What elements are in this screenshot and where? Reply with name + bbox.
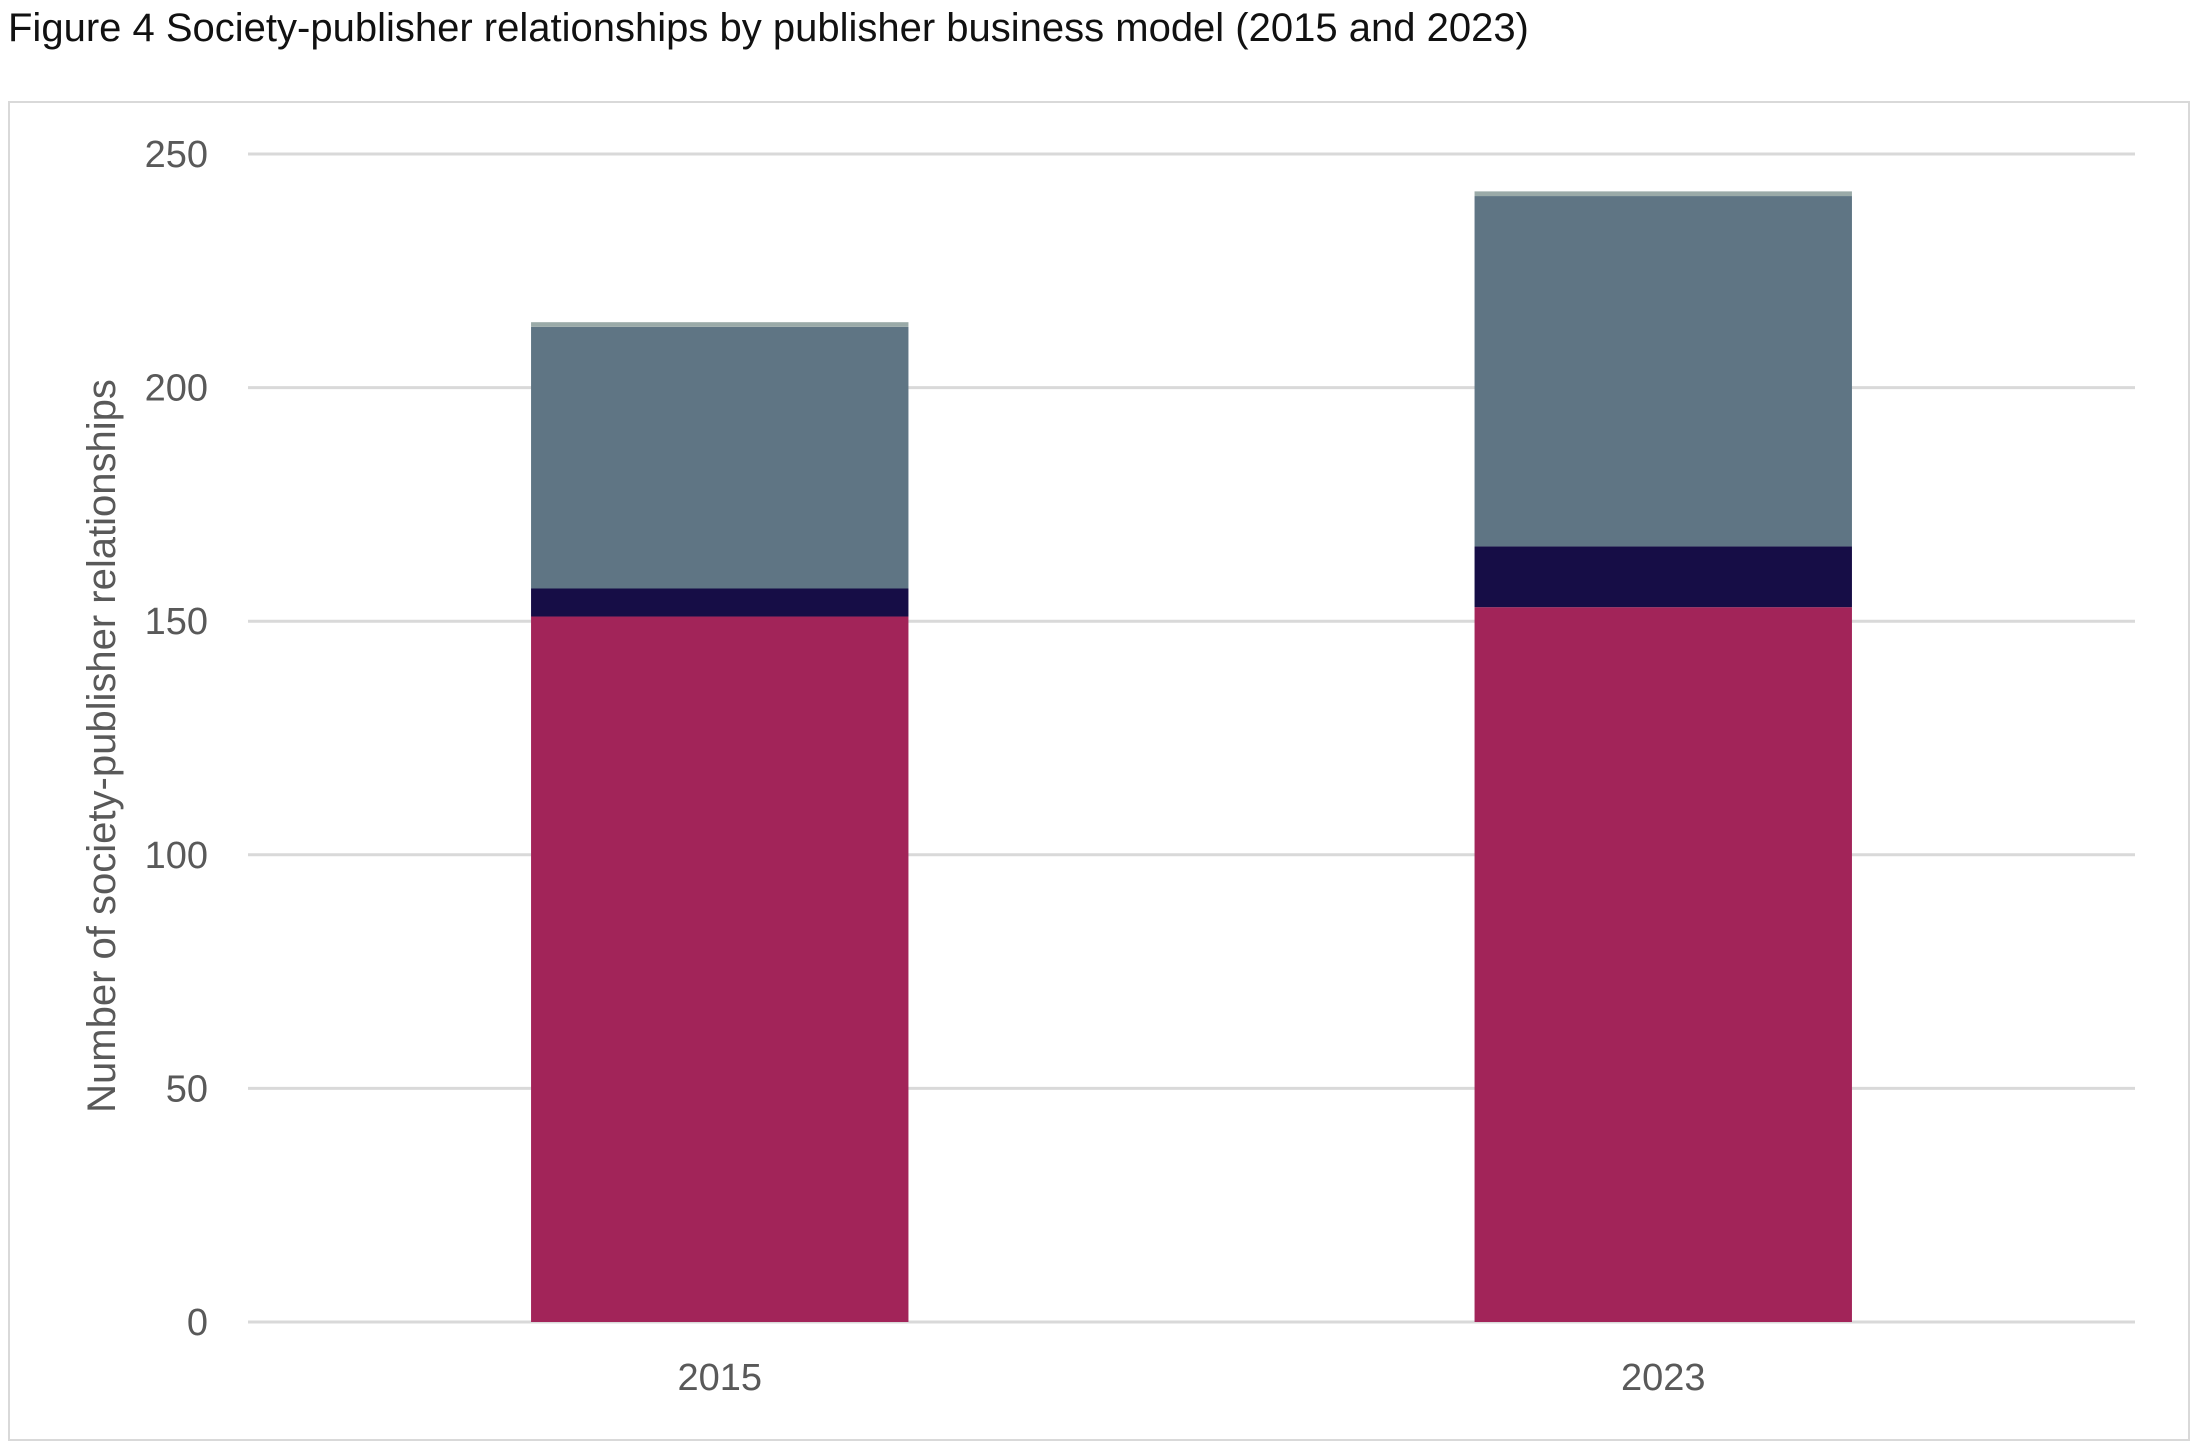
y-tick-label: 200 — [145, 368, 208, 410]
x-tick-label: 2023 — [1621, 1357, 1706, 1399]
y-tick-label: 250 — [145, 134, 208, 176]
bar-segment-2023-series-3 — [1474, 196, 1852, 547]
bar-segment-2023-series-4 — [1474, 191, 1852, 197]
bar-segment-2015-series-3 — [531, 326, 909, 589]
x-tick-labels: 2015 2023 — [677, 1357, 1705, 1399]
bar-stacks — [531, 191, 1852, 1322]
y-axis-title: Number of society-publisher relationship… — [80, 379, 124, 1113]
bar-segment-2023-series-2 — [1474, 546, 1852, 608]
x-tick-label: 2015 — [677, 1357, 762, 1399]
y-tick-label: 100 — [145, 835, 208, 877]
bar-segment-2015-series-2 — [531, 588, 909, 617]
y-tick-label: 150 — [145, 601, 208, 643]
bar-segment-2015-series-1 — [531, 616, 909, 1322]
bar-segment-2015-series-4 — [531, 322, 909, 327]
y-tick-labels: 0 50 100 150 200 250 — [145, 134, 208, 1344]
y-tick-label: 0 — [187, 1302, 208, 1344]
figure-title: Figure 4 Society-publisher relationships… — [8, 6, 1529, 50]
bar-segment-2023-series-1 — [1474, 607, 1852, 1322]
y-tick-label: 50 — [166, 1068, 208, 1110]
